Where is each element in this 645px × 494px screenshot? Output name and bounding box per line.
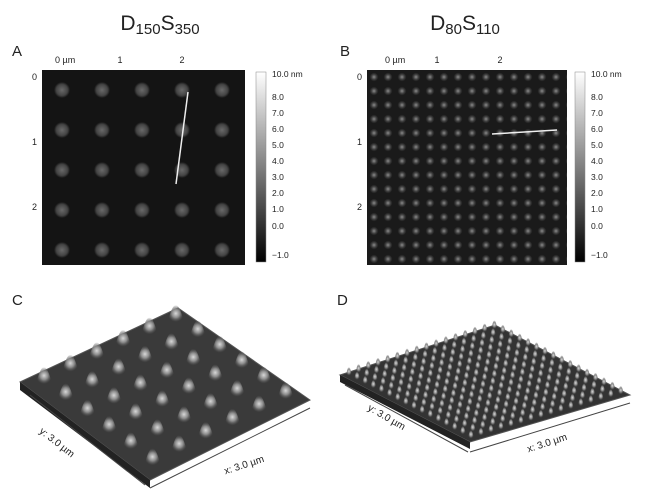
y-tick-label: 0 [32,72,37,82]
bump [542,347,548,355]
panel-label: C [12,292,23,309]
bump [491,320,497,328]
colorbar-label: 2.0 [272,188,284,198]
title-part: S [462,12,476,35]
bump [609,382,615,390]
bump [559,355,565,363]
title-sub: 350 [175,21,200,38]
x-tick-label: 1 [434,55,439,65]
colorbar-label: 1.0 [591,204,603,214]
colorbar-label: 8.0 [591,92,603,102]
colorbar-label: 0.0 [591,221,603,231]
bump [525,338,531,346]
title-sub: 150 [136,21,161,38]
colorbar-label: 7.0 [591,108,603,118]
y-tick-label: 2 [32,202,37,212]
title: D150S350 [120,12,199,38]
axis-label: x: 3.0 µm [526,432,569,455]
bump [443,336,449,344]
title-sub: 80 [445,21,462,38]
y-tick-label: 0 [357,72,362,82]
colorbar-label: 2.0 [591,188,603,198]
colorbar-label: −1.0 [272,250,289,260]
panel-label: B [340,43,350,60]
title-sub: 110 [476,21,500,38]
bump [482,323,488,331]
bump [593,373,599,381]
bump [550,351,556,359]
colorbar [575,72,585,262]
colorbar-label: 6.0 [272,124,284,134]
bump [414,345,420,353]
bump [433,339,439,347]
afm-map [42,70,245,265]
y-tick-label: 1 [32,137,37,147]
bump [365,361,371,369]
bump [508,329,514,337]
colorbar-label: 8.0 [272,92,284,102]
bump [517,333,523,341]
bump [168,305,184,322]
colorbar-label: 10.0 nm [272,69,303,79]
afm-map [367,70,567,265]
panel-label: A [12,43,22,60]
x-tick-label: 2 [179,55,184,65]
y-tick-label: 1 [357,137,362,147]
bump [356,364,362,372]
axis-label: x: 3.0 µm [223,454,266,477]
bump [500,325,506,333]
colorbar-label: 4.0 [272,156,284,166]
colorbar [256,72,266,262]
bump [472,327,478,335]
colorbar-label: 10.0 nm [591,69,622,79]
bump [567,360,573,368]
title-part: D [430,12,445,35]
x-tick-label: 0 µm [385,55,405,65]
colorbar-label: 6.0 [591,124,603,134]
colorbar-label: 5.0 [591,140,603,150]
colorbar-label: 0.0 [272,221,284,231]
bump [576,364,582,372]
colorbar-label: 1.0 [272,204,284,214]
title-part: D [120,12,135,35]
colorbar-label: −1.0 [591,250,608,260]
bump [618,386,624,394]
colorbar-label: 5.0 [272,140,284,150]
y-tick-label: 2 [357,202,362,212]
colorbar-label: 4.0 [591,156,603,166]
bump [601,377,607,385]
bump [534,342,540,350]
bump [584,368,590,376]
bump [423,342,429,350]
colorbar-label: 7.0 [272,108,284,118]
x-tick-label: 0 µm [55,55,75,65]
bump [453,333,459,341]
axis-label: y: 3.0 µm [37,426,76,460]
bump [346,367,352,375]
x-tick-label: 1 [117,55,122,65]
title-part: S [161,12,175,35]
panel-label: D [337,292,348,309]
bump [385,355,391,363]
colorbar-label: 3.0 [272,172,284,182]
x-tick-label: 2 [497,55,502,65]
colorbar-label: 3.0 [591,172,603,182]
figure: D150S350 D80S110 AC0 µm1201210.0 nm8.07.… [0,0,645,494]
bump [375,358,381,366]
bump [394,352,400,360]
bump [404,348,410,356]
title: D80S110 [430,12,500,38]
bump [462,330,468,338]
